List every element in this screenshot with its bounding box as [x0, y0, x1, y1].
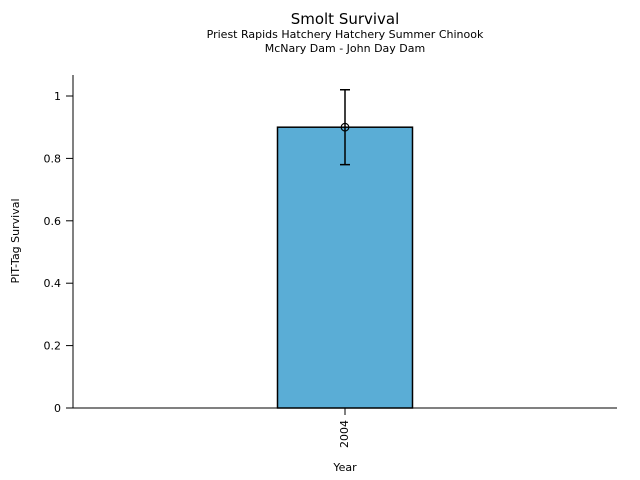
bar: [276, 126, 414, 409]
y-tick-label: 0.4: [44, 277, 62, 290]
y-tick-label: 1: [54, 90, 61, 103]
y-tick-label: 0.2: [44, 340, 62, 353]
chart-dynamic: 0 0.2 0.4 0.6 0.8 1: [44, 75, 617, 415]
x-tick-label: 2004: [338, 420, 351, 448]
x-axis-label: Year: [332, 461, 357, 474]
y-tick-label: 0.6: [44, 215, 62, 228]
y-tick-label: 0: [54, 402, 61, 415]
chart-subtitle-line-2: McNary Dam - John Day Dam: [264, 42, 426, 55]
chart-title: Smolt Survival: [290, 10, 400, 28]
mean-marker-circle: [340, 122, 350, 132]
chart-subtitle-line-1: Priest Rapids Hatchery Hatchery Summer C…: [206, 28, 484, 41]
y-tick-label: 0.8: [44, 152, 62, 165]
chart-header: Smolt Survival Priest Rapids Hatchery Ha…: [73, 10, 617, 56]
y-axis-label: PIT-Tag Survival: [9, 198, 22, 283]
